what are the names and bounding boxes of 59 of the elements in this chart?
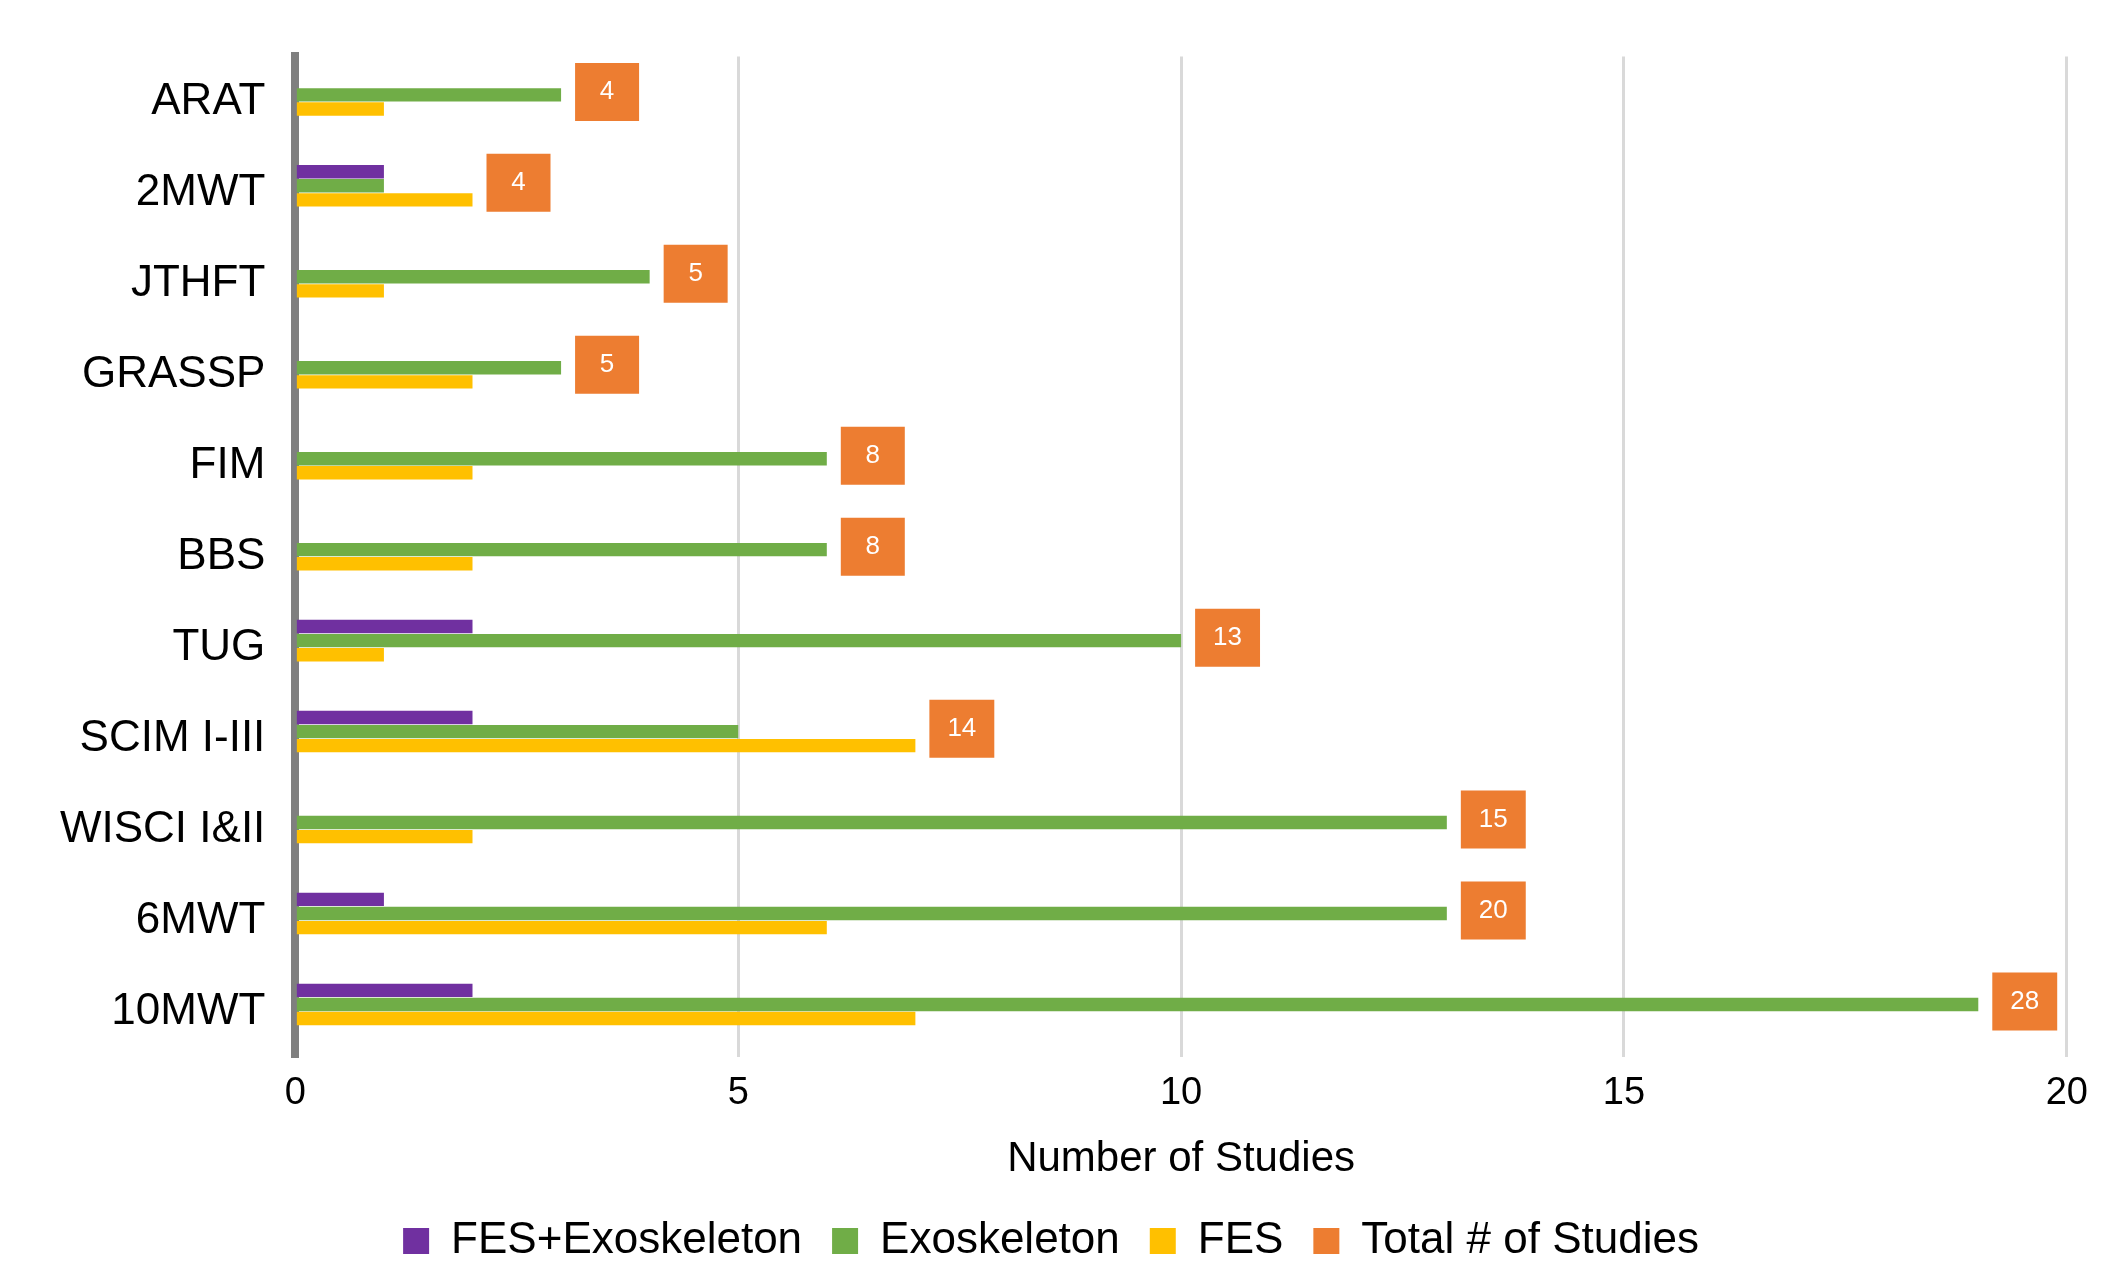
total-label: 13 (1213, 620, 1243, 651)
bar (296, 193, 473, 207)
y-tick-label: ARAT (151, 74, 266, 124)
y-tick-label: 6MWT (135, 892, 266, 942)
bar (296, 557, 473, 571)
legend-label: FES (1197, 1213, 1284, 1263)
bar (296, 466, 473, 480)
bar (296, 1011, 916, 1026)
y-tick-label: SCIM I-III (79, 710, 266, 760)
legend-label: FES+Exoskeleton (451, 1213, 803, 1263)
bar (296, 920, 827, 935)
bar (296, 361, 562, 375)
bar (296, 284, 384, 298)
bar (296, 815, 1447, 830)
y-tick-label: FIM (189, 437, 266, 487)
total-label: 4 (599, 75, 615, 106)
y-tick-label: 10MWT (111, 983, 266, 1033)
bar (296, 648, 384, 662)
total-label: 15 (1478, 802, 1508, 833)
bar (296, 375, 473, 389)
total-label: 28 (2010, 984, 2040, 1015)
bar (296, 179, 384, 193)
x-tick-label: 15 (1602, 1070, 1646, 1113)
bar (296, 165, 384, 179)
y-tick-label: TUG (172, 619, 266, 669)
bar (296, 738, 916, 753)
bar (296, 542, 827, 557)
bar (296, 724, 739, 739)
bar (296, 983, 473, 998)
y-tick-label: BBS (177, 528, 266, 578)
total-label: 5 (688, 256, 703, 287)
x-tick-label: 10 (1159, 1070, 1203, 1113)
bar (296, 451, 827, 466)
total-label: 14 (947, 711, 977, 742)
bar (296, 710, 473, 725)
bar (296, 102, 384, 116)
total-label: 4 (511, 166, 526, 197)
bar (296, 270, 650, 284)
bar (296, 829, 473, 844)
bar (296, 619, 473, 634)
total-label: 8 (865, 529, 881, 560)
bar (296, 892, 384, 907)
legend-label: Exoskeleton (880, 1213, 1120, 1263)
total-label: 5 (599, 347, 615, 378)
y-tick-label: JTHFT (130, 255, 266, 305)
y-tick-label: WISCI I&II (59, 801, 266, 851)
x-tick-label: 20 (2045, 1070, 2089, 1113)
bar (296, 906, 1447, 921)
x-axis-title: Number of Studies (1007, 1133, 1356, 1181)
x-tick-label: 5 (727, 1070, 749, 1113)
total-label: 8 (865, 438, 881, 469)
x-tick-label: 0 (284, 1070, 306, 1113)
total-label: 20 (1478, 893, 1508, 924)
legend-label: Total # of Studies (1361, 1213, 1699, 1263)
bar (296, 997, 1979, 1012)
y-tick-label: GRASSP (81, 346, 266, 396)
bar (296, 88, 562, 102)
y-tick-label: 2MWT (135, 164, 266, 214)
bar (296, 633, 1182, 648)
